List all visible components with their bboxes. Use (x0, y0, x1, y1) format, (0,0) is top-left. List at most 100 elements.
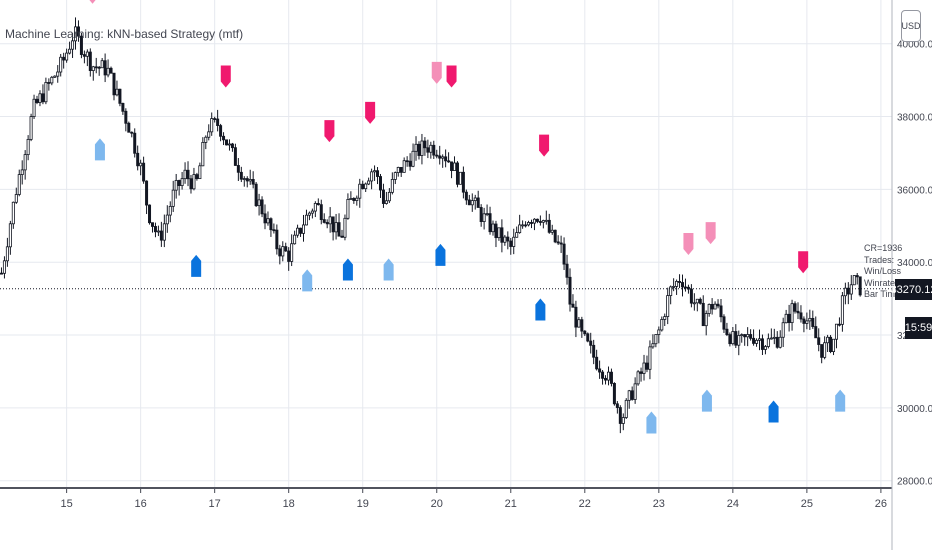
candle-body (133, 132, 137, 154)
candle-body (556, 241, 560, 244)
candle-body (115, 88, 119, 96)
candle-body (364, 183, 368, 190)
x-tick-label: 16 (135, 498, 147, 510)
candle-body (278, 248, 282, 257)
candle-body (660, 319, 664, 331)
candle-body (352, 198, 356, 201)
candle-body (521, 224, 525, 227)
last-price-tag: 33270.12 (891, 279, 932, 300)
stats-line: Winrate: (864, 277, 898, 288)
candle-body (121, 102, 125, 112)
candle-body (787, 313, 791, 324)
candle-body (198, 165, 202, 180)
candle-body (565, 263, 569, 278)
candle-body (53, 75, 57, 78)
candle-body (387, 191, 391, 202)
candle-body (760, 338, 764, 350)
candle-body (257, 199, 261, 207)
candle-body (704, 313, 708, 327)
candle-body (20, 169, 24, 175)
candle-body (639, 371, 643, 374)
candle-body (373, 170, 377, 173)
currency-button[interactable]: USD (901, 10, 921, 42)
candle-body (319, 204, 323, 220)
candle-body (766, 338, 770, 347)
candle-body (527, 222, 531, 226)
candle-body (666, 295, 670, 317)
candle-body (698, 298, 702, 304)
candle-layer (0, 17, 862, 434)
candle-body (518, 224, 522, 233)
candle-body (269, 218, 273, 231)
candle-body (322, 219, 326, 223)
candle-body (663, 316, 667, 320)
candle-body (245, 178, 249, 182)
candle-body (316, 203, 320, 206)
candle-body (752, 337, 756, 344)
candle-body (97, 66, 101, 69)
candle-body (204, 136, 208, 143)
candle-body (755, 339, 759, 344)
candle-body (583, 330, 587, 335)
candle-body (165, 214, 169, 225)
candle-body (823, 342, 827, 358)
candle-body (358, 183, 362, 199)
candle-body (482, 213, 486, 223)
candle-body (307, 212, 311, 216)
candle-body (678, 280, 682, 283)
candle-body (337, 222, 341, 237)
candle-body (68, 48, 72, 54)
sell-signal-marker (431, 61, 442, 84)
candle-body (790, 303, 794, 324)
sell-signal-marker (705, 222, 716, 245)
stats-line: Bar Time (864, 289, 901, 299)
candle-body (834, 323, 838, 340)
candle-body (287, 250, 291, 262)
sell-signal-marker (89, 0, 96, 4)
candle-body (284, 246, 288, 252)
candle-body (524, 224, 528, 227)
candle-body (450, 161, 454, 171)
candle-body (577, 319, 581, 328)
candle-body (683, 286, 687, 289)
candle-body (743, 334, 747, 338)
candle-body (127, 122, 131, 133)
candle-body (829, 336, 833, 352)
candle-body (491, 223, 495, 233)
candle-body (494, 223, 498, 239)
buy-signal-marker (94, 138, 105, 161)
candle-body (85, 51, 89, 57)
candle-body (26, 138, 30, 156)
candle-body (304, 214, 308, 226)
candle-body (580, 319, 584, 332)
candle-body (233, 147, 237, 166)
candle-body (441, 156, 445, 159)
candle-body (177, 180, 181, 187)
candle-body (651, 343, 655, 348)
candle-body (74, 26, 78, 42)
candle-body (251, 179, 255, 185)
candle-body (405, 160, 409, 163)
candle-body (438, 155, 442, 159)
candle-body (503, 236, 507, 243)
sell-signal-marker (220, 65, 231, 88)
x-tick-label: 15 (60, 498, 72, 510)
buy-signal-marker (191, 254, 202, 277)
candle-body (414, 143, 418, 152)
candle-body (532, 218, 536, 224)
candle-body (826, 336, 830, 344)
candle-body (79, 35, 83, 55)
candle-body (781, 322, 785, 338)
candle-body (740, 334, 744, 336)
candle-body (769, 337, 773, 340)
candle-body (71, 40, 75, 50)
buy-signal-marker (302, 269, 313, 292)
indicator-title[interactable]: Machine Learning: kNN-based Strategy (mt… (5, 27, 244, 41)
candle-body (636, 371, 640, 385)
candle-body (719, 305, 723, 318)
candle-body (669, 286, 673, 296)
candle-body (784, 313, 788, 324)
candle-body (310, 210, 314, 214)
